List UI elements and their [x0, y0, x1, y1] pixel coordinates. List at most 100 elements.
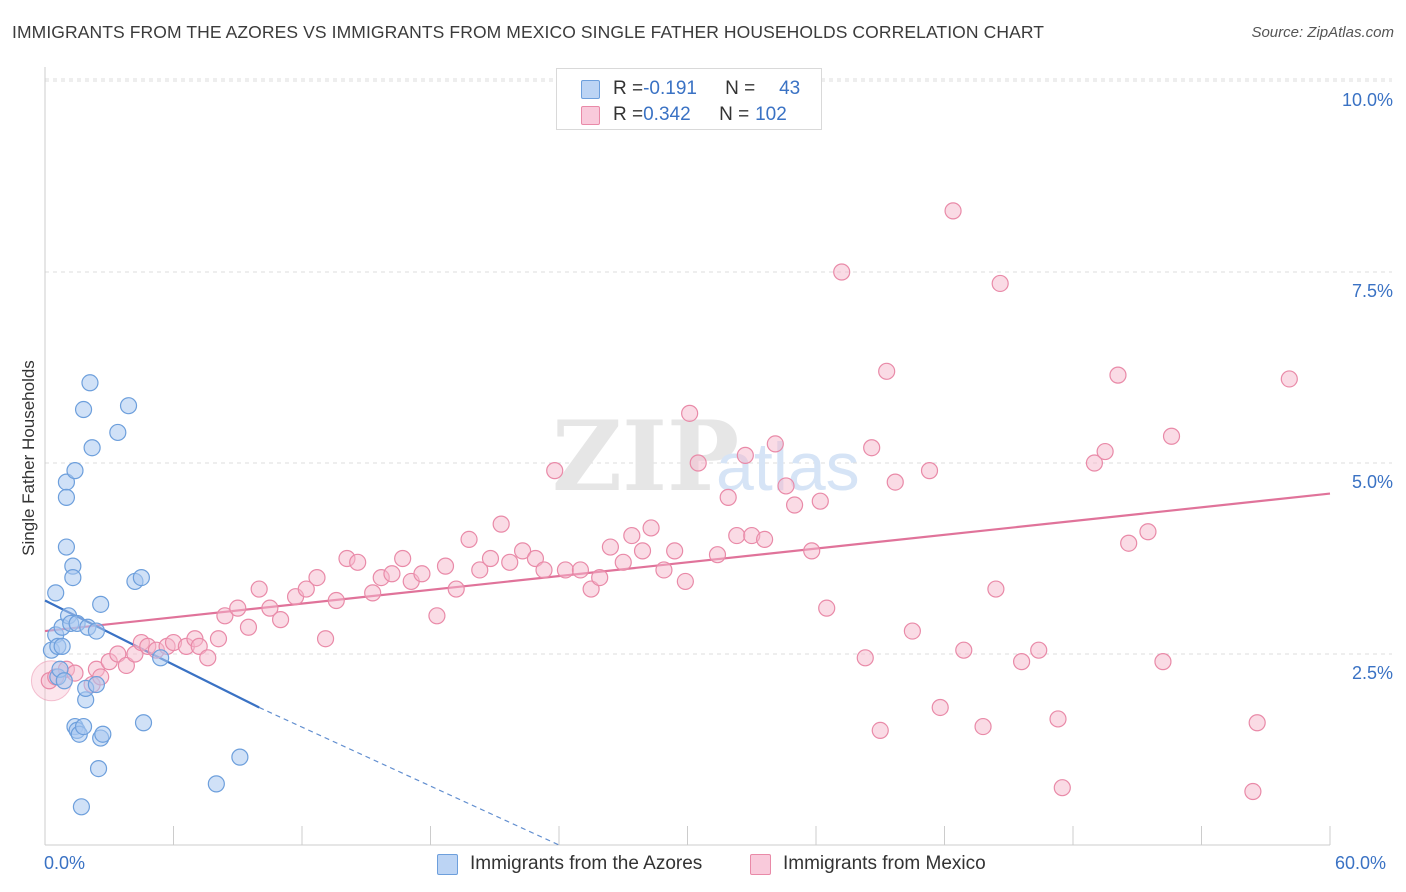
- point-mexico: [736, 446, 754, 464]
- point-mexico: [833, 263, 851, 281]
- y-tick-label: 2.5%: [1351, 663, 1393, 683]
- point-mexico: [239, 618, 258, 636]
- point-mexico: [863, 439, 881, 457]
- point-mexico: [803, 542, 821, 560]
- point-mexico: [1280, 370, 1298, 388]
- point-mexico: [413, 565, 431, 583]
- point-azores: [72, 798, 91, 816]
- point-mexico: [394, 549, 412, 568]
- point-mexico: [614, 553, 632, 571]
- point-mexico: [501, 553, 519, 571]
- point-mexico: [460, 530, 478, 549]
- point-mexico: [471, 561, 489, 579]
- point-mexico: [878, 362, 896, 380]
- point-mexico: [766, 435, 784, 453]
- point-mexico: [987, 580, 1005, 598]
- point-mexico: [556, 561, 575, 579]
- chart-title: IMMIGRANTS FROM THE AZORES VS IMMIGRANTS…: [12, 22, 1045, 42]
- watermark-zip: ZIP: [552, 400, 739, 513]
- points-mexico: [30, 202, 1298, 801]
- point-mexico: [856, 649, 874, 667]
- point-azores: [132, 568, 150, 587]
- point-mexico: [655, 561, 673, 579]
- legend-r-value: -0.191: [643, 78, 697, 99]
- point-mexico: [109, 645, 127, 663]
- bottom-legend-label-azores: Immigrants from the Azores: [470, 853, 703, 874]
- legend-n-label: N =: [719, 104, 750, 125]
- point-azores: [207, 775, 225, 793]
- chart-source: Source: ZipAtlas.com: [1251, 24, 1394, 41]
- point-mexico: [1154, 653, 1172, 671]
- point-mexico: [1248, 714, 1266, 732]
- points-azores: [42, 374, 249, 816]
- point-mexico: [1109, 366, 1127, 384]
- point-mexico: [1053, 779, 1071, 797]
- point-azores: [74, 717, 93, 736]
- point-mexico: [633, 542, 652, 560]
- point-mexico: [974, 717, 992, 736]
- point-mexico: [492, 515, 510, 533]
- bottom-legend-azores: Immigrants from the Azores: [437, 852, 702, 876]
- point-mexico: [931, 698, 949, 717]
- legend-row-azores: R = -0.191 N = 43: [581, 78, 800, 100]
- point-mexico: [944, 202, 962, 220]
- point-mexico: [308, 568, 326, 587]
- point-azores: [55, 672, 73, 690]
- point-mexico: [1244, 782, 1262, 801]
- point-azores: [57, 488, 76, 506]
- point-mexico: [1012, 653, 1031, 671]
- point-mexico: [1030, 641, 1048, 659]
- bottom-legend-mexico: Immigrants from Mexico: [750, 852, 986, 876]
- point-mexico: [811, 492, 829, 510]
- point-mexico: [1120, 534, 1138, 552]
- point-mexico: [642, 519, 660, 537]
- point-azores: [87, 622, 106, 640]
- point-mexico: [666, 542, 684, 560]
- point-mexico: [991, 274, 1009, 293]
- point-mexico: [708, 546, 727, 564]
- point-mexico: [1139, 523, 1157, 541]
- point-mexico: [818, 599, 836, 617]
- bottom-legend-label-mexico: Immigrants from Mexico: [783, 853, 986, 874]
- point-mexico: [526, 549, 545, 568]
- point-azores: [134, 714, 153, 732]
- point-azores: [83, 439, 101, 457]
- point-mexico: [546, 462, 564, 480]
- point-azores: [64, 568, 82, 587]
- point-mexico: [364, 584, 382, 602]
- point-mexico: [903, 622, 921, 640]
- point-azores: [92, 595, 110, 613]
- y-tick-label: 5.0%: [1351, 472, 1393, 492]
- point-mexico: [719, 488, 737, 506]
- point-mexico: [623, 526, 641, 545]
- x-tick-label-right: 60.0%: [1335, 853, 1387, 873]
- legend-row-mexico: R = 0.342 N = 102: [581, 104, 787, 126]
- point-mexico: [447, 580, 465, 598]
- point-azores: [109, 423, 127, 442]
- point-azores: [74, 400, 93, 419]
- point-mexico: [681, 404, 699, 422]
- point-mexico: [250, 580, 268, 598]
- bottom-legend-swatch-mexico: [750, 853, 771, 875]
- point-mexico: [1162, 427, 1181, 445]
- point-azores: [47, 584, 65, 602]
- legend-swatch-mexico: [581, 105, 600, 125]
- legend-r-label: R =: [613, 78, 644, 99]
- point-mexico: [955, 641, 973, 659]
- point-azores: [119, 397, 138, 415]
- point-mexico: [755, 530, 774, 549]
- point-mexico: [777, 477, 795, 495]
- point-mexico: [1049, 710, 1067, 728]
- point-azores: [89, 759, 108, 778]
- point-mexico: [785, 496, 804, 514]
- point-mexico: [535, 561, 553, 579]
- legend-swatch-azores: [581, 79, 600, 99]
- point-mexico: [591, 568, 609, 587]
- point-mexico: [209, 630, 228, 648]
- point-mexico: [871, 721, 889, 740]
- point-mexico: [190, 637, 208, 655]
- x-tick-label-left: 0.0%: [44, 853, 86, 873]
- point-mexico: [199, 649, 217, 667]
